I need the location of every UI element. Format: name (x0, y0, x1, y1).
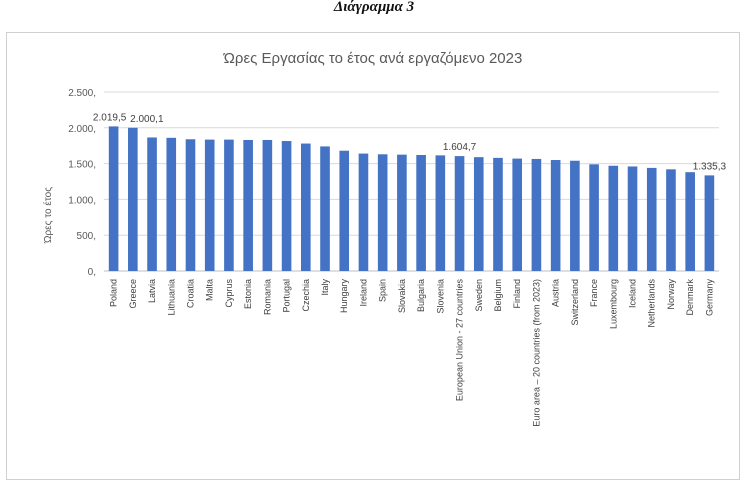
bar-chart: Ώρες Εργασίας το έτος ανά εργαζόμενο 202… (42, 50, 727, 427)
bars (108, 126, 715, 271)
x-tick-label: Switzerland (570, 279, 580, 326)
y-tick-label: 2.000, (68, 124, 96, 135)
gridlines (104, 91, 719, 272)
bar (128, 127, 138, 271)
data-label: 1.335,3 (693, 161, 727, 172)
bar (166, 137, 177, 271)
x-tick-labels: Poland Greece Latvia Lithuania Croatia Malta C… (109, 279, 715, 427)
bar (493, 157, 503, 271)
x-tick-label: Cyprus (224, 279, 234, 308)
x-tick-label: Poland (109, 279, 119, 307)
x-tick-label: Portugal (282, 279, 292, 313)
x-tick-label: Slovenia (435, 279, 445, 314)
data-label: 2.019,5 (93, 112, 127, 123)
bar (608, 165, 619, 271)
bar (224, 139, 234, 271)
y-tick-label: 1.000, (68, 195, 96, 206)
x-tick-label: Bulgaria (416, 279, 426, 312)
data-label: 1.604,7 (443, 142, 477, 153)
bar (339, 150, 350, 271)
x-tick-label: Estonia (243, 279, 253, 309)
y-axis-title: Ώρες το έτος (42, 187, 54, 244)
x-tick-label: Czechia (301, 279, 311, 312)
bar (666, 169, 676, 271)
y-tick-label: 2.500, (68, 88, 96, 99)
bar (262, 139, 273, 271)
bar (108, 126, 119, 271)
bar (281, 141, 292, 271)
x-tick-label: Norway (666, 279, 676, 310)
bar (646, 167, 657, 271)
x-tick-label: Latvia (147, 279, 157, 303)
bar (185, 139, 196, 271)
x-tick-label: Germany (704, 279, 714, 317)
x-tick-label: Austria (551, 279, 561, 307)
x-tick-label: Ireland (358, 279, 368, 307)
y-tick-label: 500, (77, 231, 96, 242)
bar (685, 172, 695, 271)
bar (397, 154, 407, 271)
y-tick-labels: 0, 500, 1.000, 1.500, 2.000, 2.500, (68, 88, 96, 278)
x-tick-label: Croatia (185, 279, 195, 308)
bar (147, 137, 157, 271)
x-tick-label: Euro area – 20 countries (from 2023) (531, 279, 541, 427)
x-tick-label: Slovakia (397, 279, 407, 313)
bar (589, 164, 599, 271)
x-tick-label: France (589, 279, 599, 307)
y-tick-label: 0, (88, 267, 96, 278)
bar (377, 154, 388, 271)
x-tick-label: Lithuania (166, 279, 176, 316)
bar (627, 166, 638, 271)
bar (570, 160, 580, 271)
bar (512, 158, 523, 271)
bar (358, 153, 369, 271)
bar (435, 155, 446, 271)
x-tick-label: Hungary (339, 279, 349, 314)
x-tick-label: Netherlands (647, 279, 657, 328)
document-caption: Διάγραμμα 3 (333, 0, 415, 14)
x-tick-label: Greece (128, 279, 138, 309)
bar (473, 157, 484, 271)
x-tick-label: Finland (512, 279, 522, 309)
data-label: 2.000,1 (130, 114, 164, 125)
x-tick-label: Spain (378, 279, 388, 302)
x-tick-label: Iceland (628, 279, 638, 308)
bar (243, 139, 253, 271)
bar (550, 160, 561, 271)
x-tick-label: Romania (262, 279, 272, 315)
chart-frame: Ώρες Εργασίας το έτος ανά εργαζόμενο 202… (6, 32, 740, 480)
chart-title: Ώρες Εργασίας το έτος ανά εργαζόμενο 202… (223, 50, 523, 67)
y-tick-label: 1.500, (68, 160, 96, 171)
bar (454, 156, 465, 271)
data-labels: 2.019,5 2.000,1 1.604,7 1.335,3 (93, 112, 727, 172)
x-tick-label: Malta (205, 279, 215, 301)
bar (531, 158, 542, 271)
bar (320, 146, 330, 271)
bar (204, 139, 215, 271)
x-tick-label: European Union - 27 countries (455, 279, 465, 402)
x-tick-label: Denmark (685, 279, 695, 316)
x-tick-label: Sweden (474, 279, 484, 312)
x-tick-label: Italy (320, 279, 330, 296)
x-tick-label: Belgium (493, 279, 503, 312)
x-tick-label: Luxembourg (608, 279, 618, 329)
bar (704, 175, 715, 271)
bar (416, 155, 426, 271)
bar (300, 143, 311, 271)
